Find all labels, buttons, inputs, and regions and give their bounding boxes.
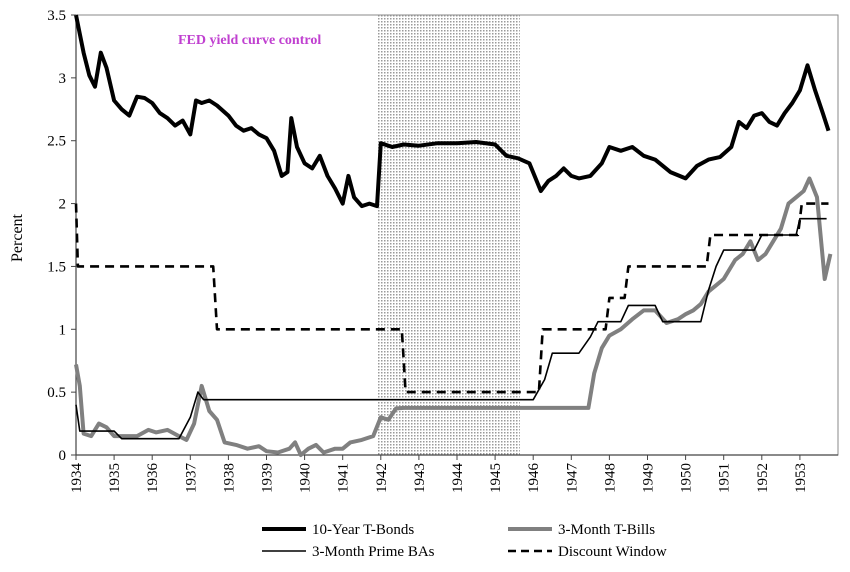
y-tick-label: 3 [59, 71, 67, 87]
x-tick-label: 1937 [183, 463, 199, 494]
series-line-discount-window [74, 202, 829, 394]
x-tick-label: 1943 [412, 463, 428, 493]
x-tick-label: 1934 [69, 463, 85, 494]
x-tick-label: 1946 [526, 463, 542, 494]
yield-curve-control-shaded-region [376, 15, 520, 455]
legend-label: 3-Month Prime BAs [312, 544, 435, 560]
x-tick-label: 1951 [717, 463, 733, 493]
x-tick-label: 1947 [564, 463, 580, 494]
x-tick-label: 1945 [488, 463, 504, 493]
x-tick-label: 1948 [602, 463, 618, 493]
legend-label: Discount Window [558, 544, 667, 560]
y-tick-label: 2 [59, 197, 67, 213]
x-tick-label: 1952 [755, 463, 771, 493]
x-tick-label: 1950 [679, 463, 695, 493]
x-tick-label: 1936 [145, 463, 161, 494]
y-tick-label: 2.5 [47, 134, 66, 150]
x-tick-label: 1944 [450, 463, 466, 494]
y-tick-label: 1 [59, 322, 67, 338]
x-tick-label: 1953 [793, 463, 809, 493]
x-tick-label: 1942 [374, 463, 390, 493]
y-tick-label: 3.5 [47, 8, 66, 24]
y-tick-label: 0.5 [47, 385, 66, 401]
legend-label: 10-Year T-Bonds [312, 522, 414, 538]
legend-label: 3-Month T-Bills [558, 522, 655, 538]
x-tick-label: 1940 [298, 463, 314, 493]
x-tick-label: 1949 [641, 463, 657, 493]
x-tick-label: 1935 [107, 463, 123, 493]
y-tick-label: 1.5 [47, 259, 66, 275]
x-tick-label: 1939 [260, 463, 276, 493]
y-tick-label: 0 [59, 448, 67, 464]
yield-curve-control-annotation: FED yield curve control [178, 33, 321, 48]
y-axis-title: Percent [9, 213, 26, 262]
x-tick-label: 1938 [221, 463, 237, 493]
series-line-3-month-t-bills [74, 176, 833, 457]
series-line-10-year-t-bonds [74, 14, 831, 209]
x-tick-label: 1941 [336, 463, 352, 493]
